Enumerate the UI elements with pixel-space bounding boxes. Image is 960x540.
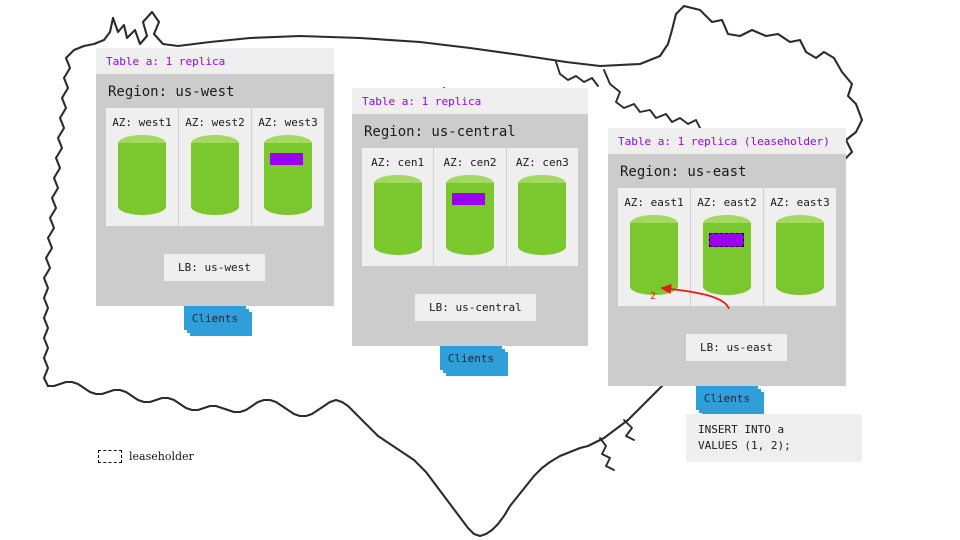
sql-statement-box: INSERT INTO a VALUES (1, 2); [686, 414, 862, 462]
az-label: AZ: cen3 [515, 156, 569, 169]
clients-label: Clients [703, 391, 751, 405]
region-body-us-west: Region: us-west AZ: west1 AZ: west2 [96, 74, 334, 336]
az-label: AZ: east2 [697, 196, 757, 209]
replica-header-label: Table a: 1 replica [362, 95, 482, 108]
legend-label: leaseholder [129, 450, 194, 463]
region-panel-us-central: Table a: 1 replica Region: us-central AZ… [352, 88, 588, 376]
az-label: AZ: cen2 [443, 156, 497, 169]
node-cylinder-icon [191, 135, 239, 215]
az-east1[interactable]: AZ: east1 [618, 188, 691, 306]
node-cylinder-icon [776, 215, 824, 295]
region-body-us-central: Region: us-central AZ: cen1 AZ: cen2 [352, 114, 588, 376]
leaseholder-marker [709, 233, 744, 247]
region-header-us-west: Table a: 1 replica [96, 48, 334, 74]
az-label: AZ: east1 [624, 196, 684, 209]
az-east2[interactable]: AZ: east2 [691, 188, 764, 306]
az-container-us-west: AZ: west1 AZ: west2 AZ [106, 108, 324, 226]
az-container-us-central: AZ: cen1 AZ: cen2 [362, 148, 578, 266]
region-header-us-east: Table a: 1 replica (leaseholder) [608, 128, 846, 154]
region-panel-us-east: Table a: 1 replica (leaseholder) Region:… [608, 128, 846, 416]
region-body-us-east: Region: us-east AZ: east1 AZ: east2 [608, 154, 846, 416]
az-label: AZ: cen1 [371, 156, 425, 169]
node-cylinder-icon [703, 215, 751, 295]
az-label: AZ: west3 [258, 116, 318, 129]
az-label: AZ: east3 [770, 196, 830, 209]
node-cylinder-icon [630, 215, 678, 295]
node-cylinder-icon [118, 135, 166, 215]
az-label: AZ: west2 [185, 116, 245, 129]
node-cylinder-icon [373, 175, 422, 255]
node-cylinder-icon [518, 175, 567, 255]
node-cylinder-icon [264, 135, 312, 215]
az-container-us-east: AZ: east1 AZ: east2 [618, 188, 836, 306]
replica-header-label: Table a: 1 replica [106, 55, 226, 68]
load-balancer-us-west[interactable]: LB: us-west [164, 254, 265, 281]
az-west3[interactable]: AZ: west3 [252, 108, 324, 226]
region-title-label: Region: us-central [364, 124, 516, 140]
az-cen1[interactable]: AZ: cen1 [362, 148, 435, 266]
region-title-label: Region: us-west [108, 84, 235, 100]
node-cylinder-icon [445, 175, 494, 255]
region-title-label: Region: us-east [620, 164, 747, 180]
replica-header-label: Table a: 1 replica (leaseholder) [618, 135, 830, 148]
legend-leaseholder: leaseholder [98, 450, 194, 463]
clients-button-us-east[interactable]: Clients [696, 386, 764, 416]
region-header-us-central: Table a: 1 replica [352, 88, 588, 114]
load-balancer-us-east[interactable]: LB: us-east [686, 334, 787, 361]
region-panel-us-west: Table a: 1 replica Region: us-west AZ: w… [96, 48, 334, 336]
az-label: AZ: west1 [112, 116, 172, 129]
replica-marker [270, 153, 303, 165]
clients-label: Clients [447, 351, 495, 365]
dashed-rect-icon [98, 450, 122, 463]
az-cen3[interactable]: AZ: cen3 [507, 148, 578, 266]
clients-button-us-central[interactable]: Clients [440, 346, 508, 376]
az-east3[interactable]: AZ: east3 [764, 188, 836, 306]
az-cen2[interactable]: AZ: cen2 [434, 148, 507, 266]
az-west2[interactable]: AZ: west2 [179, 108, 252, 226]
step-number-2: 2 [650, 291, 657, 302]
load-balancer-us-central[interactable]: LB: us-central [415, 294, 536, 321]
clients-button-us-west[interactable]: Clients [184, 306, 252, 336]
clients-label: Clients [191, 311, 239, 325]
replica-marker [451, 193, 485, 205]
az-west1[interactable]: AZ: west1 [106, 108, 179, 226]
